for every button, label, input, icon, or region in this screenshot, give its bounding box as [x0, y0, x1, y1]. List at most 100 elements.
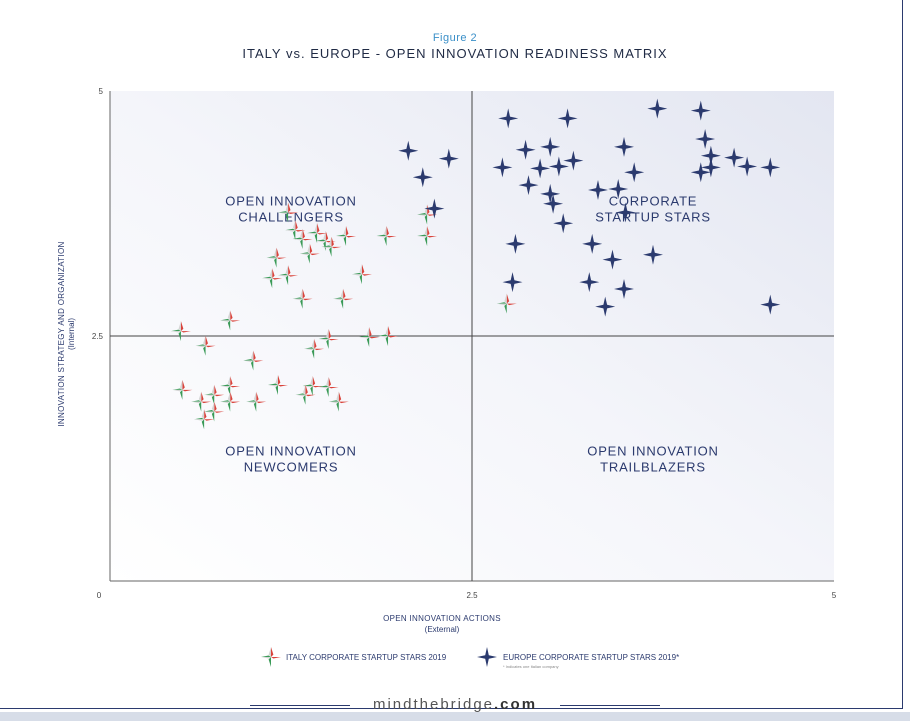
italy-star-arm — [276, 257, 287, 260]
italy-star-arm — [261, 657, 271, 659]
italy-point — [304, 338, 325, 359]
italy-point — [204, 384, 225, 405]
italy-star-arm — [312, 385, 323, 388]
italy-point — [204, 401, 225, 422]
italy-star-arm — [506, 303, 517, 306]
x-axis-sublabel: (External) — [425, 625, 460, 634]
italy-star-arm — [333, 297, 344, 299]
italy-star-arm — [331, 246, 342, 249]
italy-star-arm — [214, 394, 225, 397]
italy-star-arm — [311, 348, 315, 359]
italy-star-arm — [303, 384, 306, 395]
italy-star-arm — [172, 389, 183, 392]
italy-star-arm — [170, 331, 181, 333]
europe-point — [690, 100, 711, 121]
italy-star-arm — [170, 329, 181, 332]
italy-star-arm — [292, 297, 303, 299]
italy-star-arm — [359, 335, 370, 337]
italy-star-arm — [292, 237, 303, 239]
italy-star-arm — [220, 401, 231, 404]
italy-point — [351, 264, 372, 285]
italy-point — [285, 220, 306, 241]
italy-star-arm — [328, 338, 339, 341]
europe-point — [505, 233, 526, 254]
italy-star-arm — [266, 256, 277, 258]
italy-star-arm — [204, 410, 215, 412]
italy-star-arm — [340, 298, 344, 309]
italy-star-arm — [278, 212, 289, 214]
europe-point — [700, 157, 721, 178]
europe-point — [582, 233, 603, 254]
italy-star-arm — [275, 385, 278, 395]
italy-star-arm — [230, 375, 233, 386]
italy-star-arm — [302, 298, 313, 301]
italy-star-arm — [267, 385, 278, 387]
italy-star-arm — [246, 400, 257, 402]
europe-point — [724, 147, 745, 168]
italy-star-arm — [309, 253, 320, 256]
italy-star-arm — [211, 384, 215, 395]
italy-star-arm — [336, 236, 347, 238]
italy-star-arm — [195, 345, 206, 348]
europe-point — [737, 156, 758, 177]
italy-star-arm — [288, 275, 299, 277]
italy-star-arm — [178, 331, 181, 342]
italy-star-arm — [346, 226, 349, 237]
italy-point — [321, 236, 342, 257]
europe-point — [595, 296, 616, 317]
italy-star-arm — [285, 230, 296, 232]
quadrant-label-3: OPEN INNOVATION TRAILBLAZERS — [587, 443, 718, 474]
italy-star-arm — [269, 268, 273, 279]
italy-star-arm — [194, 417, 205, 420]
italy-star-arm — [304, 348, 315, 351]
italy-star-arm — [384, 226, 387, 237]
italy-star-arm — [204, 411, 215, 413]
italy-star-arm — [253, 401, 257, 412]
italy-point — [378, 326, 399, 346]
page-border — [0, 0, 903, 709]
italy-point — [302, 375, 323, 396]
europe-point — [438, 148, 459, 169]
italy-star-arm — [388, 326, 391, 336]
italy-star-arm — [378, 334, 389, 336]
italy-star-arm — [386, 226, 389, 237]
italy-star-arm — [300, 288, 303, 299]
italy-star-arm — [227, 310, 231, 321]
italy-star-arm — [220, 320, 231, 322]
italy-star-arm — [256, 401, 267, 404]
italy-star-arm — [178, 321, 181, 332]
italy-point — [307, 223, 328, 244]
europe-point — [624, 162, 645, 183]
italy-star-arm — [253, 391, 257, 402]
italy-star-arm — [180, 321, 184, 332]
footer-brand-suffix: .com — [494, 696, 538, 713]
europe-point — [543, 193, 564, 214]
italy-star-arm — [504, 293, 507, 304]
x-axis-label: OPEN INNOVATION ACTIONS — [383, 614, 501, 623]
y-axis-label: INNOVATION STRATEGY AND ORGANIZATION — [57, 241, 66, 426]
europe-point — [615, 202, 636, 223]
italy-point — [172, 379, 193, 400]
italy-star-arm — [243, 360, 254, 362]
italy-point — [417, 226, 438, 247]
italy-star-arm — [417, 214, 428, 216]
italy-point — [295, 384, 316, 405]
italy-star-arm — [250, 360, 254, 371]
italy-star-arm — [204, 409, 207, 420]
italy-star-arm — [180, 331, 191, 333]
italy-star-arm — [315, 240, 326, 243]
italy-star-arm — [343, 288, 346, 299]
italy-star-arm — [386, 236, 397, 238]
italy-star-arm — [318, 337, 329, 339]
italy-star-arm — [274, 247, 277, 258]
europe-point — [643, 244, 663, 265]
italy-point — [191, 391, 212, 412]
italy-star-arm — [496, 303, 507, 306]
italy-star-arm — [388, 336, 399, 338]
italy-star-arm — [285, 265, 289, 276]
italy-point — [292, 288, 313, 309]
quadrant-label-line: OPEN INNOVATION — [225, 443, 356, 458]
quadrant-label-2: OPEN INNOVATION NEWCOMERS — [225, 443, 356, 474]
italy-point — [220, 375, 241, 396]
italy-point — [278, 265, 299, 286]
